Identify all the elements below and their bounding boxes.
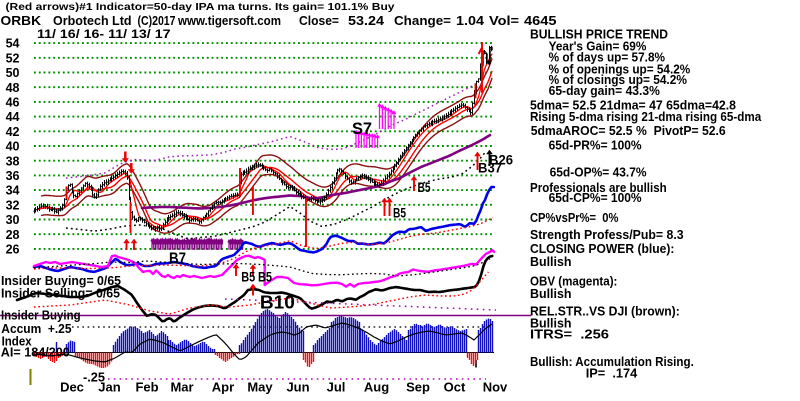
svg-text:CP%vsPr%= 0%: CP%vsPr%= 0% — [530, 210, 619, 225]
svg-text:1.04: 1.04 — [456, 13, 485, 28]
svg-text:65d-OP%= 43.7%: 65d-OP%= 43.7% — [550, 164, 647, 179]
svg-text:Accum +.25: Accum +.25 — [1, 321, 71, 336]
svg-text:B7: B7 — [169, 251, 186, 268]
svg-text:42: 42 — [6, 125, 20, 139]
svg-text:65d-CP%= 100%: 65d-CP%= 100% — [549, 190, 642, 205]
svg-text:44: 44 — [6, 110, 20, 124]
svg-text:AI= 184/200: AI= 184/200 — [1, 345, 70, 360]
svg-text:(Red arrows)#1 Indicator=50-da: (Red arrows)#1 Indicator=50-day IPA ma t… — [6, 2, 396, 13]
svg-text:5dma= 52.5 21dma= 47 65dma=42.: 5dma= 52.5 21dma= 47 65dma=42.8 — [530, 97, 736, 112]
svg-text:OBV (magenta):: OBV (magenta): — [530, 273, 617, 288]
svg-text:Close=: Close= — [299, 13, 339, 28]
svg-text:B26: B26 — [489, 153, 513, 168]
svg-text:46: 46 — [6, 96, 20, 110]
svg-text:IP= .174: IP= .174 — [586, 366, 638, 381]
svg-text:Aug: Aug — [364, 380, 389, 395]
svg-text:54: 54 — [6, 37, 20, 51]
svg-text:ITRS= .256: ITRS= .256 — [530, 327, 609, 342]
svg-text:Nov: Nov — [483, 380, 508, 395]
svg-text:Apr: Apr — [212, 380, 234, 395]
svg-text:Vol=: Vol= — [489, 13, 519, 28]
svg-text:Change=: Change= — [394, 13, 451, 28]
svg-text:May: May — [247, 380, 273, 395]
svg-text:65d-PR%= 100%: 65d-PR%= 100% — [549, 137, 642, 152]
svg-text:Strength Profess/Pub= 8.3: Strength Profess/Pub= 8.3 — [530, 227, 684, 242]
svg-text:4645: 4645 — [524, 13, 557, 28]
svg-text:BULLISH PRICE TREND: BULLISH PRICE TREND — [530, 27, 668, 42]
svg-text:36: 36 — [6, 169, 20, 183]
svg-text:Insider Buying= 0/65: Insider Buying= 0/65 — [1, 273, 121, 288]
svg-text:Dec: Dec — [60, 380, 84, 395]
svg-text:Bullish: Accumulation Rising.: Bullish: Accumulation Rising. — [530, 354, 694, 369]
svg-text:Bullish: Bullish — [530, 286, 572, 301]
svg-text:CLOSING POWER (blue):: CLOSING POWER (blue): — [530, 241, 674, 256]
svg-text:Insider Buying: Insider Buying — [1, 307, 81, 322]
svg-text:5dmaAROC= 52.5 % PivotP= 52.6: 5dmaAROC= 52.5 % PivotP= 52.6 — [531, 123, 726, 138]
svg-text:28: 28 — [6, 228, 20, 242]
svg-text:32: 32 — [6, 198, 20, 212]
svg-text:Jan: Jan — [98, 380, 120, 395]
svg-text:-.25: -.25 — [83, 370, 105, 385]
svg-text:52: 52 — [6, 51, 20, 65]
svg-text:B5: B5 — [241, 270, 255, 285]
svg-text:B5: B5 — [418, 180, 431, 195]
svg-text:26: 26 — [6, 243, 20, 257]
svg-text:REL.STR..VS DJI (brown):: REL.STR..VS DJI (brown): — [530, 303, 680, 318]
svg-text:Rising 5-dma rising 21-dma ris: Rising 5-dma rising 21-dma rising 65-dma — [530, 109, 762, 124]
svg-text:% of openings up= 54.2%: % of openings up= 54.2% — [549, 61, 691, 76]
svg-text:Orbotech Ltd: Orbotech Ltd — [53, 13, 132, 28]
svg-text:Feb: Feb — [135, 380, 158, 395]
svg-text:% of days up= 57.8%: % of days up= 57.8% — [549, 49, 666, 64]
svg-text:65-day gain= 43.3%: 65-day gain= 43.3% — [549, 83, 661, 98]
svg-text:Sep: Sep — [406, 380, 430, 395]
svg-text:S7: S7 — [352, 119, 372, 138]
svg-text:11/ 16/ 16- 11/ 13/ 17: 11/ 16/ 16- 11/ 13/ 17 — [37, 27, 171, 41]
svg-text:53.24: 53.24 — [348, 13, 385, 28]
svg-text:B5: B5 — [393, 206, 406, 221]
svg-text:B10: B10 — [260, 292, 295, 313]
svg-text:38: 38 — [6, 154, 20, 168]
svg-text:B37: B37 — [478, 161, 502, 176]
svg-text:B5: B5 — [258, 270, 272, 285]
svg-text:Insider Selling= 0/65: Insider Selling= 0/65 — [1, 286, 120, 301]
svg-text:Mar: Mar — [170, 380, 193, 395]
svg-text:Bullish: Bullish — [530, 254, 572, 269]
svg-text:Index: Index — [2, 334, 33, 349]
svg-text:www.tigersoft.com: www.tigersoft.com — [177, 13, 281, 28]
svg-text:ORBK: ORBK — [1, 13, 42, 28]
svg-text:50: 50 — [6, 66, 20, 80]
svg-text:Jun: Jun — [286, 380, 309, 395]
svg-text:Year's Gain= 69%: Year's Gain= 69% — [549, 39, 647, 54]
svg-text:40: 40 — [6, 140, 20, 154]
svg-text:48: 48 — [6, 81, 20, 95]
svg-text:30: 30 — [6, 213, 20, 227]
svg-text:(C)2017: (C)2017 — [138, 13, 176, 28]
svg-text:% of closings up= 54.2%: % of closings up= 54.2% — [549, 72, 688, 87]
svg-text:Oct: Oct — [444, 380, 466, 395]
svg-text:Professionals are bullish: Professionals are bullish — [530, 180, 667, 195]
svg-text:34: 34 — [6, 184, 20, 198]
svg-text:Jul: Jul — [327, 380, 346, 395]
svg-text:Bullish: Bullish — [530, 316, 572, 331]
